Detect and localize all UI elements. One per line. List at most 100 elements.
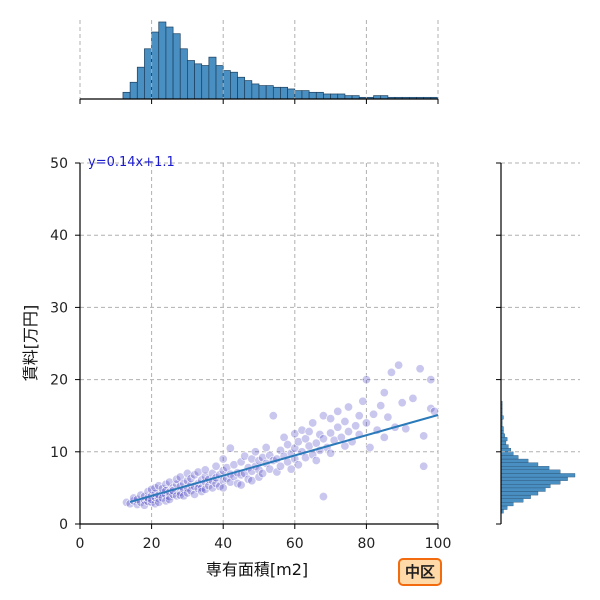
data-point: [200, 484, 210, 494]
data-point: [275, 445, 285, 455]
data-point: [247, 476, 257, 486]
y-tick-label: 10: [50, 445, 68, 461]
data-point: [247, 454, 257, 464]
y-hist-bar: [500, 455, 519, 460]
data-point: [268, 411, 278, 421]
x-hist-bar: [136, 66, 145, 100]
data-point: [218, 454, 228, 464]
main-axes: 0 20 40 60 80 100 0 10 20 30 40 50: [50, 156, 451, 552]
x-tick-label: 100: [425, 536, 452, 552]
data-point: [175, 490, 185, 500]
data-point: [172, 491, 182, 501]
x-hist-bar: [215, 65, 224, 100]
x-hist-bar: [258, 85, 267, 100]
data-point: [240, 451, 250, 461]
data-point: [225, 443, 235, 453]
x-tick-label: 60: [286, 536, 304, 552]
y-hist-bar: [500, 491, 539, 496]
x-hist-bar: [179, 48, 188, 100]
data-point: [154, 481, 164, 491]
y-hist-bar: [500, 469, 561, 474]
data-point: [326, 448, 336, 458]
y-hist-bar: [500, 487, 546, 492]
data-point: [318, 492, 328, 502]
x-axis-title: 専有面積[m2]: [206, 560, 308, 579]
data-point: [397, 398, 407, 408]
data-point: [308, 418, 318, 428]
data-point: [165, 494, 175, 504]
x-tick-label: 20: [143, 536, 161, 552]
x-hist-bar: [237, 76, 246, 100]
x-hist-bar: [187, 60, 195, 100]
data-point: [279, 432, 289, 442]
x-hist-bar: [194, 63, 203, 100]
data-point: [211, 461, 221, 471]
x-hist-bar: [251, 83, 260, 100]
data-point: [351, 421, 361, 431]
data-point: [340, 416, 350, 426]
x-hist-bar: [308, 91, 317, 100]
x-hist-bar: [272, 86, 281, 100]
data-point: [215, 481, 225, 491]
data-point: [426, 375, 436, 385]
y-tick-label: 30: [50, 300, 68, 316]
data-point: [419, 461, 429, 471]
y-hist-bar: [500, 444, 509, 449]
data-point: [254, 472, 264, 482]
data-point: [293, 437, 303, 447]
x-hist-bar: [337, 93, 346, 100]
x-hist-bar: [301, 90, 310, 100]
data-point: [186, 474, 196, 484]
y-hist-bar: [500, 505, 508, 510]
data-point: [426, 403, 436, 413]
x-hist-bar: [222, 70, 231, 100]
y-tick-label: 40: [50, 228, 68, 244]
x-hist-bar: [172, 33, 181, 100]
data-point: [376, 401, 386, 411]
x-hist-bar: [230, 71, 238, 100]
y-hist-bar: [500, 498, 524, 503]
data-point: [150, 499, 160, 509]
data-point: [311, 455, 321, 465]
y-axis-title: 賃料[万円]: [21, 305, 40, 382]
data-point: [200, 465, 210, 475]
y-hist-bar: [500, 502, 514, 507]
data-point: [286, 464, 296, 474]
scatter-points: [122, 360, 439, 510]
x-hist-bar: [158, 21, 167, 100]
x-hist-bar: [165, 26, 174, 100]
data-point: [283, 440, 293, 450]
x-tick-label: 40: [214, 536, 232, 552]
data-point: [190, 470, 200, 480]
data-point: [333, 422, 343, 432]
y-hist-bar: [500, 494, 531, 499]
data-point: [243, 474, 253, 484]
x-hist-bar: [287, 88, 296, 100]
y-hist-bar: [500, 462, 539, 467]
x-hist-bar: [208, 56, 217, 100]
data-point: [233, 479, 243, 489]
y-tick-label: 50: [50, 156, 68, 172]
data-point: [258, 453, 268, 463]
data-point: [369, 409, 379, 419]
x-hist-bar: [265, 85, 274, 100]
y-hist-bar: [500, 476, 568, 481]
data-point: [258, 468, 268, 478]
data-point: [358, 396, 368, 406]
data-point: [250, 447, 260, 457]
x-hist-bar: [280, 86, 288, 100]
data-point: [182, 468, 192, 478]
x-marginal-histogram: [79, 20, 439, 104]
data-point: [236, 457, 246, 467]
x-hist-bar: [244, 80, 253, 100]
data-point: [379, 432, 389, 442]
data-point: [147, 497, 157, 507]
data-point: [304, 427, 314, 437]
data-point: [379, 388, 389, 398]
data-point: [265, 464, 275, 474]
data-point: [326, 428, 336, 438]
y-hist-bar: [500, 437, 508, 442]
y-hist-bar: [500, 448, 512, 452]
data-point: [229, 460, 239, 470]
y-tick-label: 0: [59, 517, 68, 533]
